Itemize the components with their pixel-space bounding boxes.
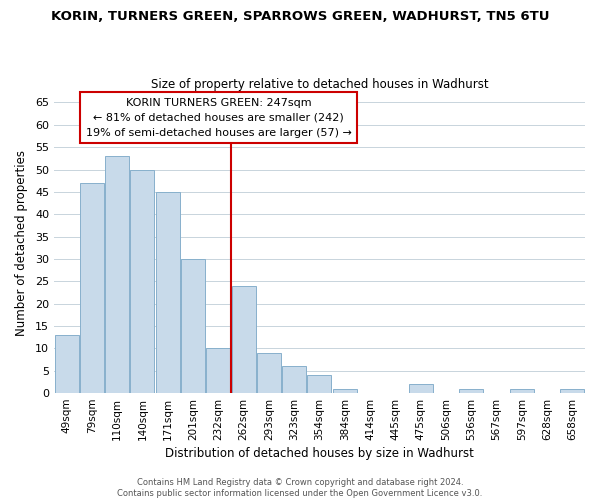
X-axis label: Distribution of detached houses by size in Wadhurst: Distribution of detached houses by size … bbox=[165, 447, 474, 460]
Title: Size of property relative to detached houses in Wadhurst: Size of property relative to detached ho… bbox=[151, 78, 488, 91]
Bar bbox=[560, 388, 584, 393]
Bar bbox=[282, 366, 306, 393]
Bar bbox=[80, 183, 104, 393]
Text: Contains HM Land Registry data © Crown copyright and database right 2024.
Contai: Contains HM Land Registry data © Crown c… bbox=[118, 478, 482, 498]
Bar bbox=[232, 286, 256, 393]
Bar bbox=[459, 388, 483, 393]
Bar bbox=[257, 353, 281, 393]
Bar bbox=[206, 348, 230, 393]
Bar bbox=[105, 156, 129, 393]
Bar bbox=[181, 259, 205, 393]
Bar bbox=[510, 388, 534, 393]
Y-axis label: Number of detached properties: Number of detached properties bbox=[15, 150, 28, 336]
Bar bbox=[55, 335, 79, 393]
Bar bbox=[130, 170, 154, 393]
Text: KORIN TURNERS GREEN: 247sqm
← 81% of detached houses are smaller (242)
19% of se: KORIN TURNERS GREEN: 247sqm ← 81% of det… bbox=[86, 98, 352, 138]
Bar bbox=[333, 388, 357, 393]
Bar bbox=[409, 384, 433, 393]
Bar bbox=[156, 192, 180, 393]
Bar bbox=[307, 375, 331, 393]
Text: KORIN, TURNERS GREEN, SPARROWS GREEN, WADHURST, TN5 6TU: KORIN, TURNERS GREEN, SPARROWS GREEN, WA… bbox=[51, 10, 549, 23]
